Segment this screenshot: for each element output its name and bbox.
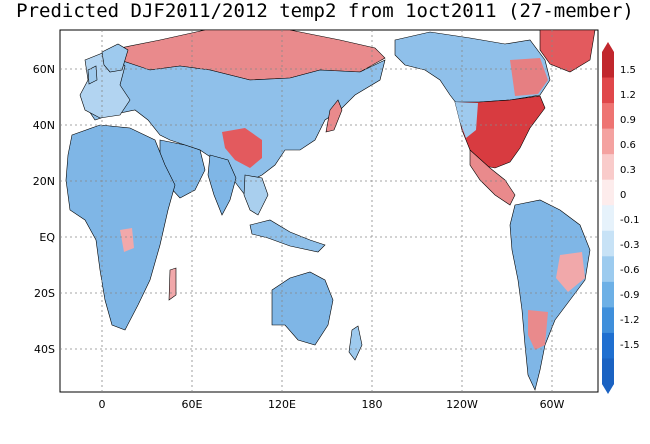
colorbar-swatch: [602, 154, 614, 181]
colorbar-label: -0.6: [620, 265, 640, 276]
landmass-madagascar: [168, 267, 177, 301]
landmass-british-isles: [87, 65, 98, 85]
colorbar-label: -0.1: [620, 215, 640, 226]
landmass-africa-warm: [120, 228, 134, 252]
colorbar-swatch: [602, 307, 614, 334]
landmass-eurasia: [84, 59, 386, 196]
colorbar-label: 0.3: [620, 165, 636, 176]
colorbar-swatch: [602, 358, 614, 385]
lat-label: 40S: [34, 343, 55, 356]
colorbar-swatch: [602, 230, 614, 257]
colorbar-label: 0.6: [620, 140, 636, 151]
land-masses: [65, 29, 596, 391]
colorbar-swatch: [602, 205, 614, 232]
landmass-australia: [271, 271, 334, 346]
landmass-argentina-warm: [528, 310, 548, 350]
lat-label: 20S: [34, 287, 55, 300]
landmass-india: [207, 154, 237, 216]
lon-label: 60W: [540, 398, 565, 411]
colorbar-swatch: [602, 256, 614, 283]
landmass-new-zealand: [348, 325, 363, 361]
colorbar-label: 0.9: [620, 115, 636, 126]
colorbar-label: -0.9: [620, 290, 640, 301]
lat-label: 60N: [33, 63, 55, 76]
landmass-tibet-warm: [222, 128, 262, 168]
colorbar-label: 1.5: [620, 65, 636, 76]
lon-label: 180: [362, 398, 383, 411]
colorbar-labels: 1.5 1.2 0.9 0.6 0.3 0 -0.1 -0.3 -0.6 -0.…: [620, 65, 640, 351]
colorbar-label: -1.2: [620, 315, 640, 326]
landmass-japan: [325, 99, 343, 133]
graticule: [60, 30, 598, 392]
colorbar-label: -0.3: [620, 240, 640, 251]
colorbar-arrow-bottom: [602, 384, 614, 394]
landmass-mexico: [469, 149, 516, 206]
lon-label: 0: [99, 398, 106, 411]
colorbar-swatch: [602, 179, 614, 206]
landmass-eastern-canada-warm: [510, 58, 548, 96]
colorbar-swatch: [602, 103, 614, 130]
colorbar-swatch: [602, 128, 614, 155]
latitude-labels: 60N 40N 20N EQ 20S 40S: [33, 63, 56, 356]
colorbar: 1.5 1.2 0.9 0.6 0.3 0 -0.1 -0.3 -0.6 -0.…: [602, 42, 640, 394]
lon-label: 120E: [268, 398, 296, 411]
lon-label: 120W: [446, 398, 478, 411]
map-title: Predicted DJF2011/2012 temp2 from 1oct20…: [16, 0, 634, 22]
landmass-africa: [65, 124, 176, 331]
colorbar-swatch: [602, 332, 614, 359]
lat-label: EQ: [39, 231, 55, 244]
colorbar-arrow-top: [602, 42, 614, 52]
landmass-southeast-asia: [243, 174, 269, 216]
lat-label: 20N: [33, 175, 55, 188]
colorbar-label: -1.5: [620, 340, 640, 351]
landmass-indonesia: [249, 219, 326, 253]
landmass-scandinavia: [101, 43, 129, 73]
lon-label: 60E: [182, 398, 203, 411]
colorbar-label: 0: [620, 190, 626, 201]
landmass-brazil-warm: [556, 252, 585, 292]
colorbar-label: 1.2: [620, 90, 636, 101]
colorbar-swatch: [602, 77, 614, 104]
colorbar-swatch: [602, 281, 614, 308]
lat-label: 40N: [33, 119, 55, 132]
landmass-greenland: [539, 29, 596, 73]
landmass-south-america: [509, 199, 591, 391]
colorbar-swatch: [602, 52, 614, 79]
landmass-western-us-cool: [455, 102, 478, 138]
colorbar-swatches: [602, 42, 614, 394]
longitude-labels: 0 60E 120E 180 120W 60W: [99, 398, 565, 411]
